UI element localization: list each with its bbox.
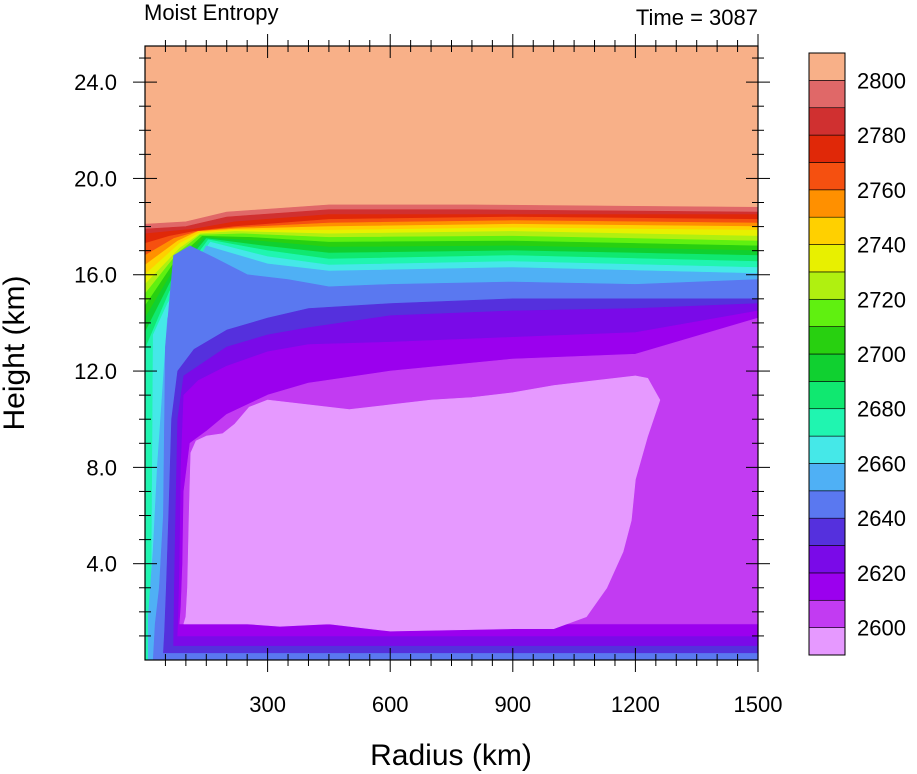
colorbar-label: 2680 (857, 397, 906, 422)
colorbar-frame (808, 52, 846, 656)
colorbar-box (808, 52, 846, 81)
y-axis: 4.0 8.0 12.0 16.0 20.0 24.0 (74, 57, 770, 637)
colorbar-label: 2800 (857, 68, 906, 93)
colorbar-label: 2760 (857, 178, 906, 203)
colorbar-label: 2640 (857, 506, 906, 531)
y-tick-label: 16.0 (74, 263, 117, 288)
colorbar-label: 2740 (857, 233, 906, 258)
colorbar-box (808, 381, 846, 410)
colorbar-box (808, 599, 846, 628)
contour-band-0 (183, 375, 661, 632)
colorbar-box (808, 627, 846, 656)
contour-plot-area (145, 46, 758, 660)
colorbar-box (808, 435, 846, 464)
x-tick-label: 300 (249, 692, 286, 717)
y-tick-label: 4.0 (86, 552, 117, 577)
y-tick-label: 8.0 (86, 455, 117, 480)
colorbar-box (808, 517, 846, 546)
colorbar-box (808, 271, 846, 300)
colorbar-box (808, 80, 846, 109)
x-tick-label: 1200 (611, 692, 660, 717)
colorbar-box (808, 463, 846, 492)
x-tick-label: 600 (372, 692, 409, 717)
colorbar-label: 2720 (857, 287, 906, 312)
colorbar-box (808, 162, 846, 191)
y-tick-label: 24.0 (74, 70, 117, 95)
colorbar-label: 2660 (857, 451, 906, 476)
y-tick-label: 12.0 (74, 359, 117, 384)
colorbar-box (808, 244, 846, 273)
chart-title-left: Moist Entropy (144, 0, 279, 25)
colorbar-box (808, 216, 846, 245)
colorbar-box (808, 189, 846, 218)
colorbar-box (808, 545, 846, 574)
chart-title-right: Time = 3087 (636, 5, 758, 30)
colorbar: 2600 2620 2640 2660 2680 2700 2720 2740 2760 2780… (808, 52, 906, 656)
colorbar-box (808, 572, 846, 601)
colorbar-box (808, 408, 846, 437)
colorbar-box (808, 353, 846, 382)
colorbar-box (808, 134, 846, 163)
x-tick-label: 900 (494, 692, 531, 717)
x-axis-label: Radius (km) (370, 739, 532, 772)
colorbar-label: 2620 (857, 561, 906, 586)
colorbar-box (808, 107, 846, 136)
y-tick-label: 20.0 (74, 166, 117, 191)
x-axis: 300 600 900 1200 1500 (164, 34, 783, 717)
colorbar-label: 2780 (857, 123, 906, 148)
colorbar-box (808, 298, 846, 327)
x-tick-label: 1500 (734, 692, 783, 717)
colorbar-box (808, 326, 846, 355)
y-axis-label: Height (km) (0, 275, 31, 430)
colorbar-label: 2700 (857, 342, 906, 367)
colorbar-box (808, 490, 846, 519)
colorbar-label: 2600 (857, 616, 906, 641)
